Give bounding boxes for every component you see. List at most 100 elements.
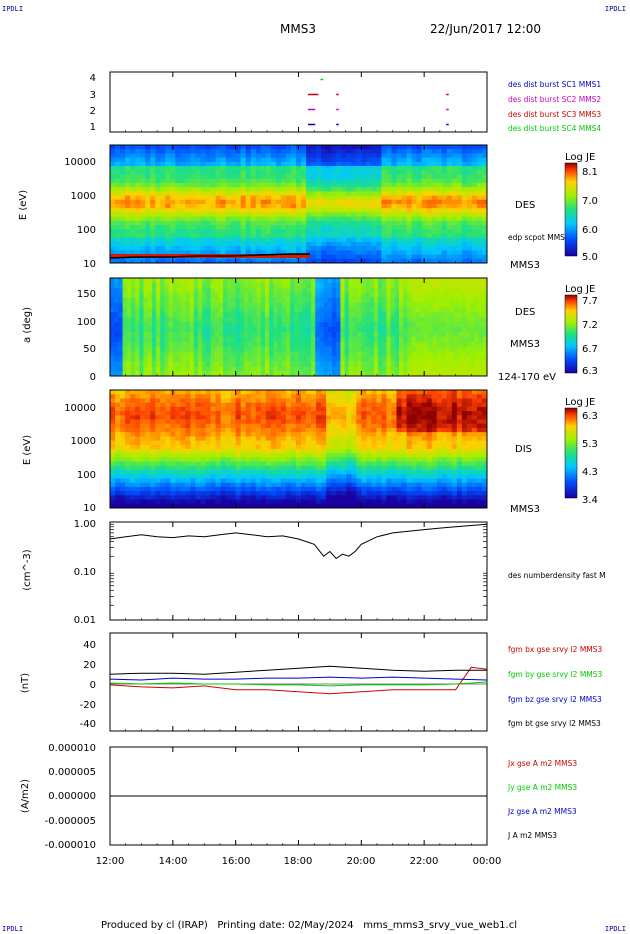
- des-pitch-cell: [110, 327, 115, 333]
- des-energy-cell: [180, 237, 186, 243]
- dis-energy-cell: [125, 503, 131, 509]
- des-pitch-cell: [327, 336, 333, 343]
- des-pitch-cell: [294, 287, 299, 294]
- dis-energy-cell: [285, 444, 292, 450]
- dis-energy-cell: [175, 461, 181, 467]
- des-pitch-cell: [193, 312, 199, 318]
- dis-energy-cell: [220, 453, 227, 458]
- des-pitch-cell: [252, 356, 258, 362]
- des-energy-cell: [200, 195, 207, 201]
- des-pitch-cell: [436, 278, 442, 284]
- des-energy-cell: [295, 229, 302, 234]
- des-pitch-cell: [382, 371, 387, 377]
- des-pitch-cell: [445, 346, 450, 352]
- dis-energy-cell: [190, 427, 196, 433]
- des-pitch-cell: [344, 307, 350, 313]
- dis-energy-cell: [145, 394, 151, 399]
- des-pitch-cell: [386, 351, 392, 357]
- des-pitch-cell: [197, 327, 203, 333]
- des-energy-cell: [240, 191, 247, 197]
- dis-energy-cell: [110, 461, 116, 467]
- des-energy-cell: [210, 199, 217, 205]
- des-pitch-cell: [419, 336, 425, 343]
- des-pitch-cell: [122, 287, 128, 294]
- des-energy-cell: [361, 157, 367, 163]
- des-pitch-cell: [172, 282, 178, 289]
- des-energy-cell: [170, 216, 176, 222]
- des-energy-cell: [230, 229, 237, 234]
- des-energy-cell: [125, 241, 131, 247]
- des-energy-cell: [396, 166, 403, 171]
- dis-energy-cell: [250, 474, 257, 479]
- des-energy-cell: [401, 149, 408, 154]
- des-energy-cell: [346, 246, 352, 251]
- des-pitch-cell: [256, 327, 262, 333]
- des-pitch-cell: [424, 361, 429, 367]
- des-pitch-cell: [440, 336, 446, 343]
- des-pitch-cell: [172, 351, 178, 357]
- des-energy-cell: [341, 195, 347, 201]
- des-energy-cell: [125, 149, 131, 154]
- des-energy-cell: [200, 166, 207, 171]
- des-energy-cell: [275, 212, 282, 218]
- des-energy-cell: [110, 212, 116, 218]
- des-energy-cell: [280, 178, 287, 184]
- dis-energy-cell: [120, 449, 126, 454]
- des-energy-cell: [481, 153, 488, 159]
- des-energy-cell: [456, 157, 463, 163]
- des-energy-cell: [426, 216, 433, 222]
- des-energy-cell: [361, 237, 367, 243]
- des-energy-cell: [205, 153, 212, 159]
- dis-energy-cell: [270, 411, 277, 416]
- des-energy-cell: [381, 208, 387, 213]
- des-pitch-cell: [151, 287, 157, 294]
- dis-energy-cell: [140, 495, 146, 501]
- des-pitch-cell: [474, 356, 480, 362]
- des-pitch-cell: [290, 302, 295, 308]
- des-energy-cell: [170, 225, 176, 230]
- des-pitch-cell: [227, 356, 232, 362]
- des-pitch-cell: [436, 282, 442, 289]
- des-energy-cell: [376, 246, 382, 251]
- des-pitch-label: DES: [515, 307, 535, 318]
- des-energy-cell: [235, 250, 242, 256]
- des-energy-cell: [240, 199, 247, 205]
- des-pitch-cell: [386, 356, 392, 362]
- des-energy-cell: [476, 161, 483, 167]
- des-energy-cell: [280, 212, 287, 218]
- des-energy-cell: [441, 212, 448, 218]
- des-energy-cell: [396, 187, 403, 192]
- des-pitch-cell: [185, 278, 191, 284]
- des-energy-cell: [280, 225, 287, 230]
- des-energy-cell: [155, 191, 161, 197]
- des-pitch-cell: [344, 327, 350, 333]
- des-energy-cell: [210, 149, 217, 154]
- des-energy-cell: [230, 157, 237, 163]
- des-pitch-cell: [382, 297, 387, 303]
- des-energy-cell: [461, 170, 468, 175]
- des-energy-cell: [476, 157, 483, 163]
- des-pitch-cell: [394, 287, 400, 294]
- des-pitch-cell: [415, 336, 421, 343]
- des-energy-cell: [361, 170, 367, 175]
- des-energy-cell: [476, 178, 483, 184]
- dis-energy-cell: [160, 411, 166, 416]
- des-pitch-cell: [407, 317, 413, 323]
- des-pitch-cell: [403, 331, 408, 338]
- des-energy-cell: [361, 246, 367, 251]
- des-pitch-cell: [478, 297, 484, 303]
- des-pitch-cell: [348, 302, 354, 308]
- des-pitch-cell: [315, 356, 320, 362]
- des-energy-cell: [210, 166, 217, 171]
- des-pitch-cell: [172, 292, 178, 299]
- des-energy-cell: [406, 208, 413, 213]
- des-energy-cell: [306, 195, 312, 201]
- des-pitch-cell: [323, 297, 329, 303]
- des-energy-cell: [180, 187, 186, 192]
- des-energy-cell: [285, 220, 292, 226]
- des-pitch-cell: [210, 336, 216, 343]
- des-energy-cell: [356, 182, 362, 188]
- dis-energy-cell: [205, 415, 212, 420]
- des-pitch-cell: [227, 336, 232, 343]
